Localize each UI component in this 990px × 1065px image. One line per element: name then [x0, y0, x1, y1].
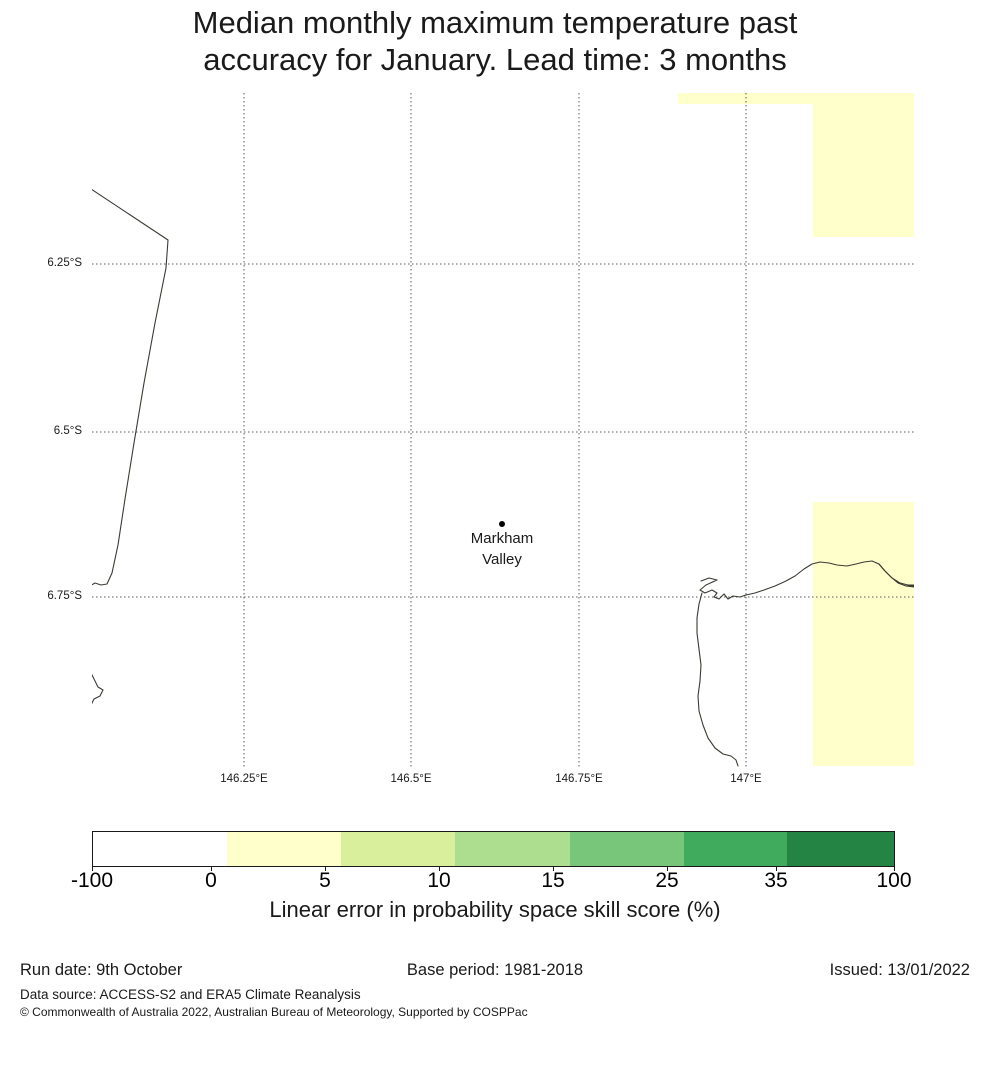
lon-tick-label: 146.25°E — [220, 773, 268, 785]
data-cells — [678, 93, 914, 766]
colorbar-tick — [211, 867, 212, 871]
coastline — [92, 188, 914, 767]
colorbar-title: Linear error in probability space skill … — [269, 897, 721, 922]
colorbar-tick — [439, 867, 440, 871]
colorbar-tick-label: 10 — [427, 869, 451, 892]
colorbar-segment — [684, 832, 787, 866]
colorbar-tick — [553, 867, 554, 871]
colorbar-gradient — [92, 831, 895, 867]
colorbar-tick — [776, 867, 777, 871]
station-label: Markham Valley — [470, 530, 534, 568]
colorbar-tick-label: 35 — [764, 869, 788, 892]
page-title: Median monthly maximum temperature past … — [192, 5, 798, 77]
issued-date: Issued: 13/01/2022 — [829, 961, 970, 979]
map-canvas — [92, 93, 914, 769]
lat-tick-label: 6.5°S — [53, 425, 82, 437]
colorbar-segment — [340, 832, 456, 866]
colorbar-segment — [786, 832, 894, 866]
colorbar-segment — [93, 832, 227, 866]
copyright-notice: © Commonwealth of Australia 2022, Austra… — [20, 1005, 528, 1019]
colorbar-tick-label: 5 — [319, 869, 331, 892]
base-period: Base period: 1981-2018 — [406, 961, 584, 979]
data-cell — [813, 93, 914, 237]
colorbar-tick-label: 25 — [655, 869, 679, 892]
colorbar-tick — [894, 867, 895, 871]
colorbar-tick-label: 15 — [541, 869, 565, 892]
lon-tick-label: 146.75°E — [555, 773, 603, 785]
colorbar-tick-label: 0 — [205, 869, 217, 892]
colorbar-segment — [226, 832, 341, 866]
lon-tick-label: 147°E — [730, 773, 762, 785]
colorbar-tick-label: -100 — [70, 869, 114, 892]
colorbar-tick — [92, 867, 93, 871]
data-cell — [678, 93, 914, 104]
colorbar-tick — [667, 867, 668, 871]
lat-tick-label: 6.25°S — [47, 257, 82, 269]
colorbar-segment — [569, 832, 685, 866]
station-marker-dot — [499, 521, 505, 527]
map-panel: Markham Valley — [92, 93, 914, 769]
colorbar: -100 0 5 10 15 25 35 100 — [71, 831, 912, 892]
data-cell — [813, 502, 914, 766]
colorbar-tick-label: 100 — [876, 869, 912, 892]
map-gridlines — [92, 93, 914, 769]
data-source: Data source: ACCESS-S2 and ERA5 Climate … — [20, 987, 361, 1002]
run-date: Run date: 9th October — [20, 961, 183, 979]
lon-tick-label: 146.5°E — [390, 773, 432, 785]
lat-tick-label: 6.75°S — [47, 590, 82, 602]
colorbar-segment — [455, 832, 570, 866]
colorbar-tick — [325, 867, 326, 871]
footer-row: Run date: 9th October Base period: 1981-… — [0, 961, 990, 983]
